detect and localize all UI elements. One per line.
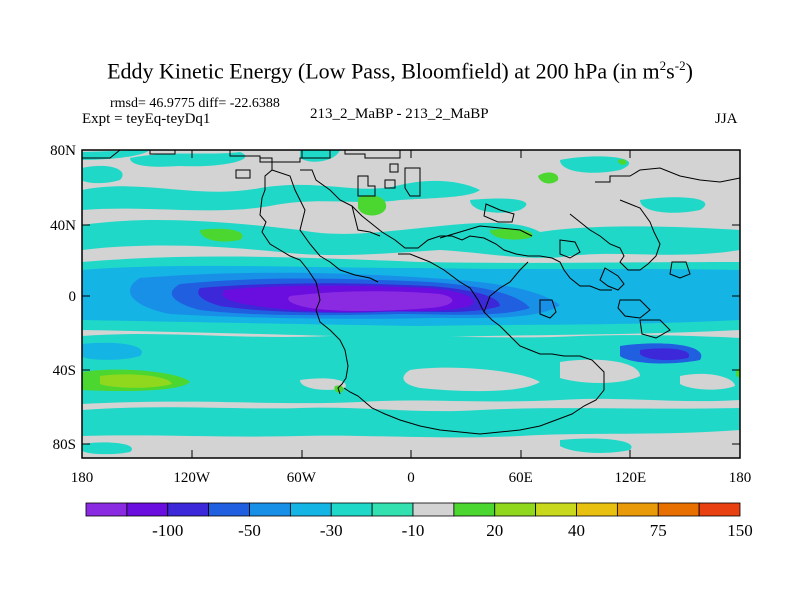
y-tick-label: 0	[69, 289, 77, 305]
colorbar-label: -50	[238, 521, 261, 540]
x-tick-label: 120E	[614, 470, 646, 486]
colorbar-label: 150	[727, 521, 753, 540]
colorbar-swatch	[698, 502, 741, 517]
y-tick-label: 80N	[50, 143, 76, 159]
colorbar-swatch	[167, 502, 210, 517]
colorbar-swatch	[535, 502, 577, 517]
x-tick-label: 0	[407, 470, 415, 486]
colorbar-swatch	[85, 502, 128, 517]
colorbar-label: 75	[650, 521, 667, 540]
axis-labels: 180 120W 60W 0 60E 120E 180 80N 40N 0 40S 80S	[50, 143, 751, 486]
y-tick-label: 80S	[53, 437, 76, 453]
contour-positive-patch	[358, 195, 387, 216]
colorbar-label: -100	[152, 521, 183, 540]
y-tick-label: 40N	[50, 218, 76, 234]
contour-north-band	[82, 180, 480, 211]
x-tick-label: 120W	[173, 470, 211, 486]
tick-marks	[81, 149, 741, 458]
colorbar-swatch	[576, 502, 618, 517]
colorbar-swatch	[208, 502, 250, 517]
contour-field	[82, 150, 740, 458]
y-tick-label: 40S	[53, 363, 76, 379]
coastlines	[81, 149, 741, 435]
colorbar-swatch	[126, 502, 169, 517]
colorbar-swatch	[494, 502, 537, 517]
x-tick-label: 60W	[287, 470, 317, 486]
chart-title: Eddy Kinetic Energy (Low Pass, Bloomfiel…	[107, 58, 693, 84]
colorbar-swatch	[289, 502, 332, 517]
experiment-label: Expt = teyEq-teyDq1	[82, 111, 211, 127]
colorbar-label: 20	[486, 521, 503, 540]
colorbar-swatch	[371, 502, 414, 517]
colorbar-swatch	[249, 502, 291, 517]
colorbar-label: -30	[320, 521, 343, 540]
colorbar-swatch	[412, 502, 455, 517]
x-tick-label: 180	[729, 470, 752, 486]
x-tick-label: 60E	[509, 470, 533, 486]
colorbar: -100 -50 -30 -10 20 40 75 150	[85, 502, 753, 540]
colorbar-swatch	[330, 502, 373, 517]
colorbar-swatch	[453, 502, 496, 517]
case-label: 213_2_MaBP - 213_2_MaBP	[310, 106, 489, 122]
colorbar-label: 40	[568, 521, 585, 540]
season-label: JJA	[715, 111, 738, 127]
colorbar-label: -10	[402, 521, 425, 540]
colorbar-swatch	[657, 502, 700, 517]
colorbar-swatch	[616, 502, 659, 517]
x-tick-label: 180	[71, 470, 94, 486]
stats-label: rmsd= 46.9775 diff= -22.6388	[110, 96, 280, 111]
